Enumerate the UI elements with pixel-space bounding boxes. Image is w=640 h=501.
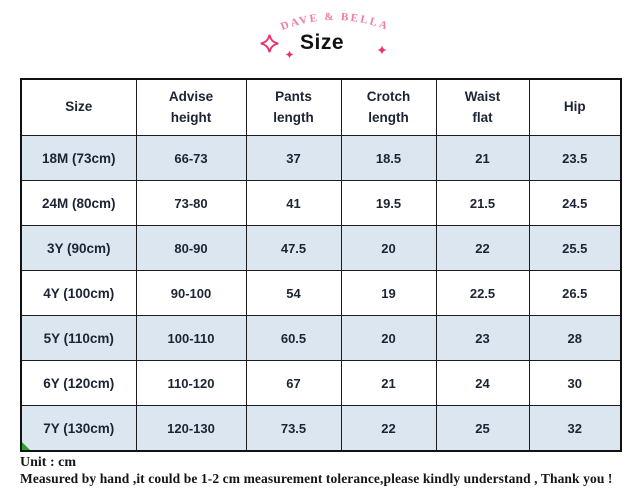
value-cell: 32 — [528, 405, 622, 452]
column-header: Waist flat — [435, 78, 530, 136]
value-cell: 37 — [245, 135, 342, 181]
value-cell: 60.5 — [245, 315, 342, 361]
value-cell: 73-80 — [135, 180, 247, 226]
value-cell: 54 — [245, 270, 342, 316]
table-row: 7Y (130cm) 120-130 73.5 22 25 32 — [20, 405, 622, 452]
value-cell: 67 — [245, 360, 342, 406]
svg-text:DAVE & BELLA: DAVE & BELLA — [279, 11, 391, 33]
footer: Unit : cm Measured by hand ,it could be … — [20, 455, 640, 487]
column-header: Hip — [528, 78, 622, 136]
size-label-cell: 6Y (120cm) — [20, 360, 137, 406]
value-cell: 80-90 — [135, 225, 247, 271]
size-label-cell: 3Y (90cm) — [20, 225, 137, 271]
value-cell: 100-110 — [135, 315, 247, 361]
value-cell: 66-73 — [135, 135, 247, 181]
unit-note: Unit : cm — [20, 455, 76, 470]
value-cell: 90-100 — [135, 270, 247, 316]
value-cell: 19 — [340, 270, 437, 316]
column-header: Advise height — [135, 78, 247, 136]
table-row: 18M (73cm) 66-73 37 18.5 21 23.5 — [20, 135, 622, 181]
value-cell: 22.5 — [435, 270, 530, 316]
size-label-cell: 24M (80cm) — [20, 180, 137, 226]
value-cell: 25.5 — [528, 225, 622, 271]
size-label-cell: 18M (73cm) — [20, 135, 137, 181]
table-row: 24M (80cm) 73-80 41 19.5 21.5 24.5 — [20, 180, 622, 226]
value-cell: 26.5 — [528, 270, 622, 316]
value-cell: 23.5 — [528, 135, 622, 181]
value-cell: 110-120 — [135, 360, 247, 406]
column-header: Size — [20, 78, 137, 136]
size-label-cell: 5Y (110cm) — [20, 315, 137, 361]
value-cell: 23 — [435, 315, 530, 361]
value-cell: 28 — [528, 315, 622, 361]
table-body: 18M (73cm) 66-73 37 18.5 21 23.5 24M (80cm) 73-… — [20, 135, 622, 452]
sparkle-icon — [377, 45, 387, 55]
table-row: 5Y (110cm) 100-110 60.5 20 23 28 — [20, 315, 622, 361]
table-row: 6Y (120cm) 110-120 67 21 24 30 — [20, 360, 622, 406]
value-cell: 24 — [435, 360, 530, 406]
page-title: Size — [300, 31, 345, 54]
sparkle-icon — [260, 34, 279, 53]
tolerance-note: Measured by hand ,it could be 1-2 cm mea… — [20, 471, 613, 487]
value-cell: 20 — [340, 315, 437, 361]
header-row: Size Advise height Pants length Crotch leng… — [20, 78, 622, 136]
value-cell: 41 — [245, 180, 342, 226]
table-row: 3Y (90cm) 80-90 47.5 20 22 25.5 — [20, 225, 622, 271]
value-cell: 18.5 — [340, 135, 437, 181]
value-cell: 25 — [435, 405, 530, 452]
value-cell: 120-130 — [135, 405, 247, 452]
column-header: Crotch length — [340, 78, 437, 136]
table-row: 4Y (100cm) 90-100 54 19 22.5 26.5 — [20, 270, 622, 316]
size-label-cell: 4Y (100cm) — [20, 270, 137, 316]
value-cell: 22 — [340, 405, 437, 452]
value-cell: 47.5 — [245, 225, 342, 271]
value-cell: 21.5 — [435, 180, 530, 226]
value-cell: 30 — [528, 360, 622, 406]
value-cell: 73.5 — [245, 405, 342, 452]
column-header: Pants length — [245, 78, 342, 136]
size-table-container: Size Advise height Pants length Crotch leng… — [20, 78, 622, 452]
value-cell: 22 — [435, 225, 530, 271]
value-cell: 21 — [435, 135, 530, 181]
value-cell: 21 — [340, 360, 437, 406]
value-cell: 20 — [340, 225, 437, 271]
corner-marker-icon — [22, 442, 30, 450]
brand-arc-text: DAVE & BELLA — [279, 11, 391, 33]
value-cell: 24.5 — [528, 180, 622, 226]
header: DAVE & BELLA Size — [0, 0, 640, 78]
value-cell: 19.5 — [340, 180, 437, 226]
table-head: Size Advise height Pants length Crotch leng… — [20, 78, 622, 136]
size-label-cell: 7Y (130cm) — [20, 405, 137, 452]
size-table: Size Advise height Pants length Crotch leng… — [20, 78, 622, 452]
sparkle-icon — [285, 50, 294, 59]
brand-name: DAVE & BELLA — [279, 11, 389, 33]
